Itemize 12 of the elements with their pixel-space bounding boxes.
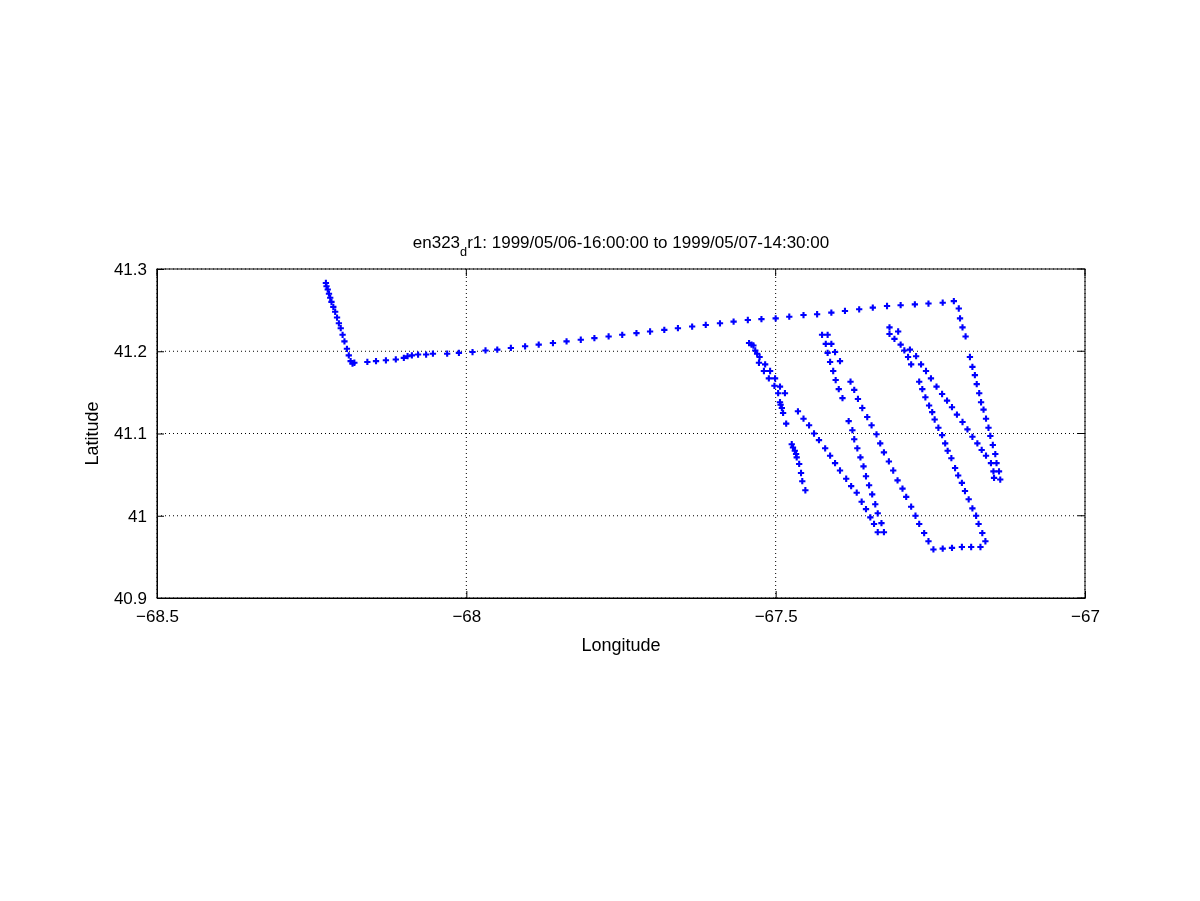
y-tick-label: 41.3 (113, 259, 147, 279)
y-tick-label: 40.9 (113, 588, 147, 608)
x-tick-label: −68 (452, 607, 482, 627)
y-tick-label: 41 (128, 506, 147, 526)
x-tick-label: −67 (1071, 607, 1100, 627)
y-axis-title: Latitude (82, 401, 102, 466)
x-tick-label: −68.5 (135, 607, 180, 627)
chart-title: en323$_{d}$r1: 1999/05/06-16:00:00 to 1999/05/07-14:30:00 (412, 233, 830, 259)
x-tick-label: −67.5 (754, 607, 798, 627)
y-tick-label: 41.2 (113, 342, 147, 362)
y-tick-label: 41.1 (113, 424, 147, 444)
x-axis-title: Longitude (581, 635, 661, 655)
